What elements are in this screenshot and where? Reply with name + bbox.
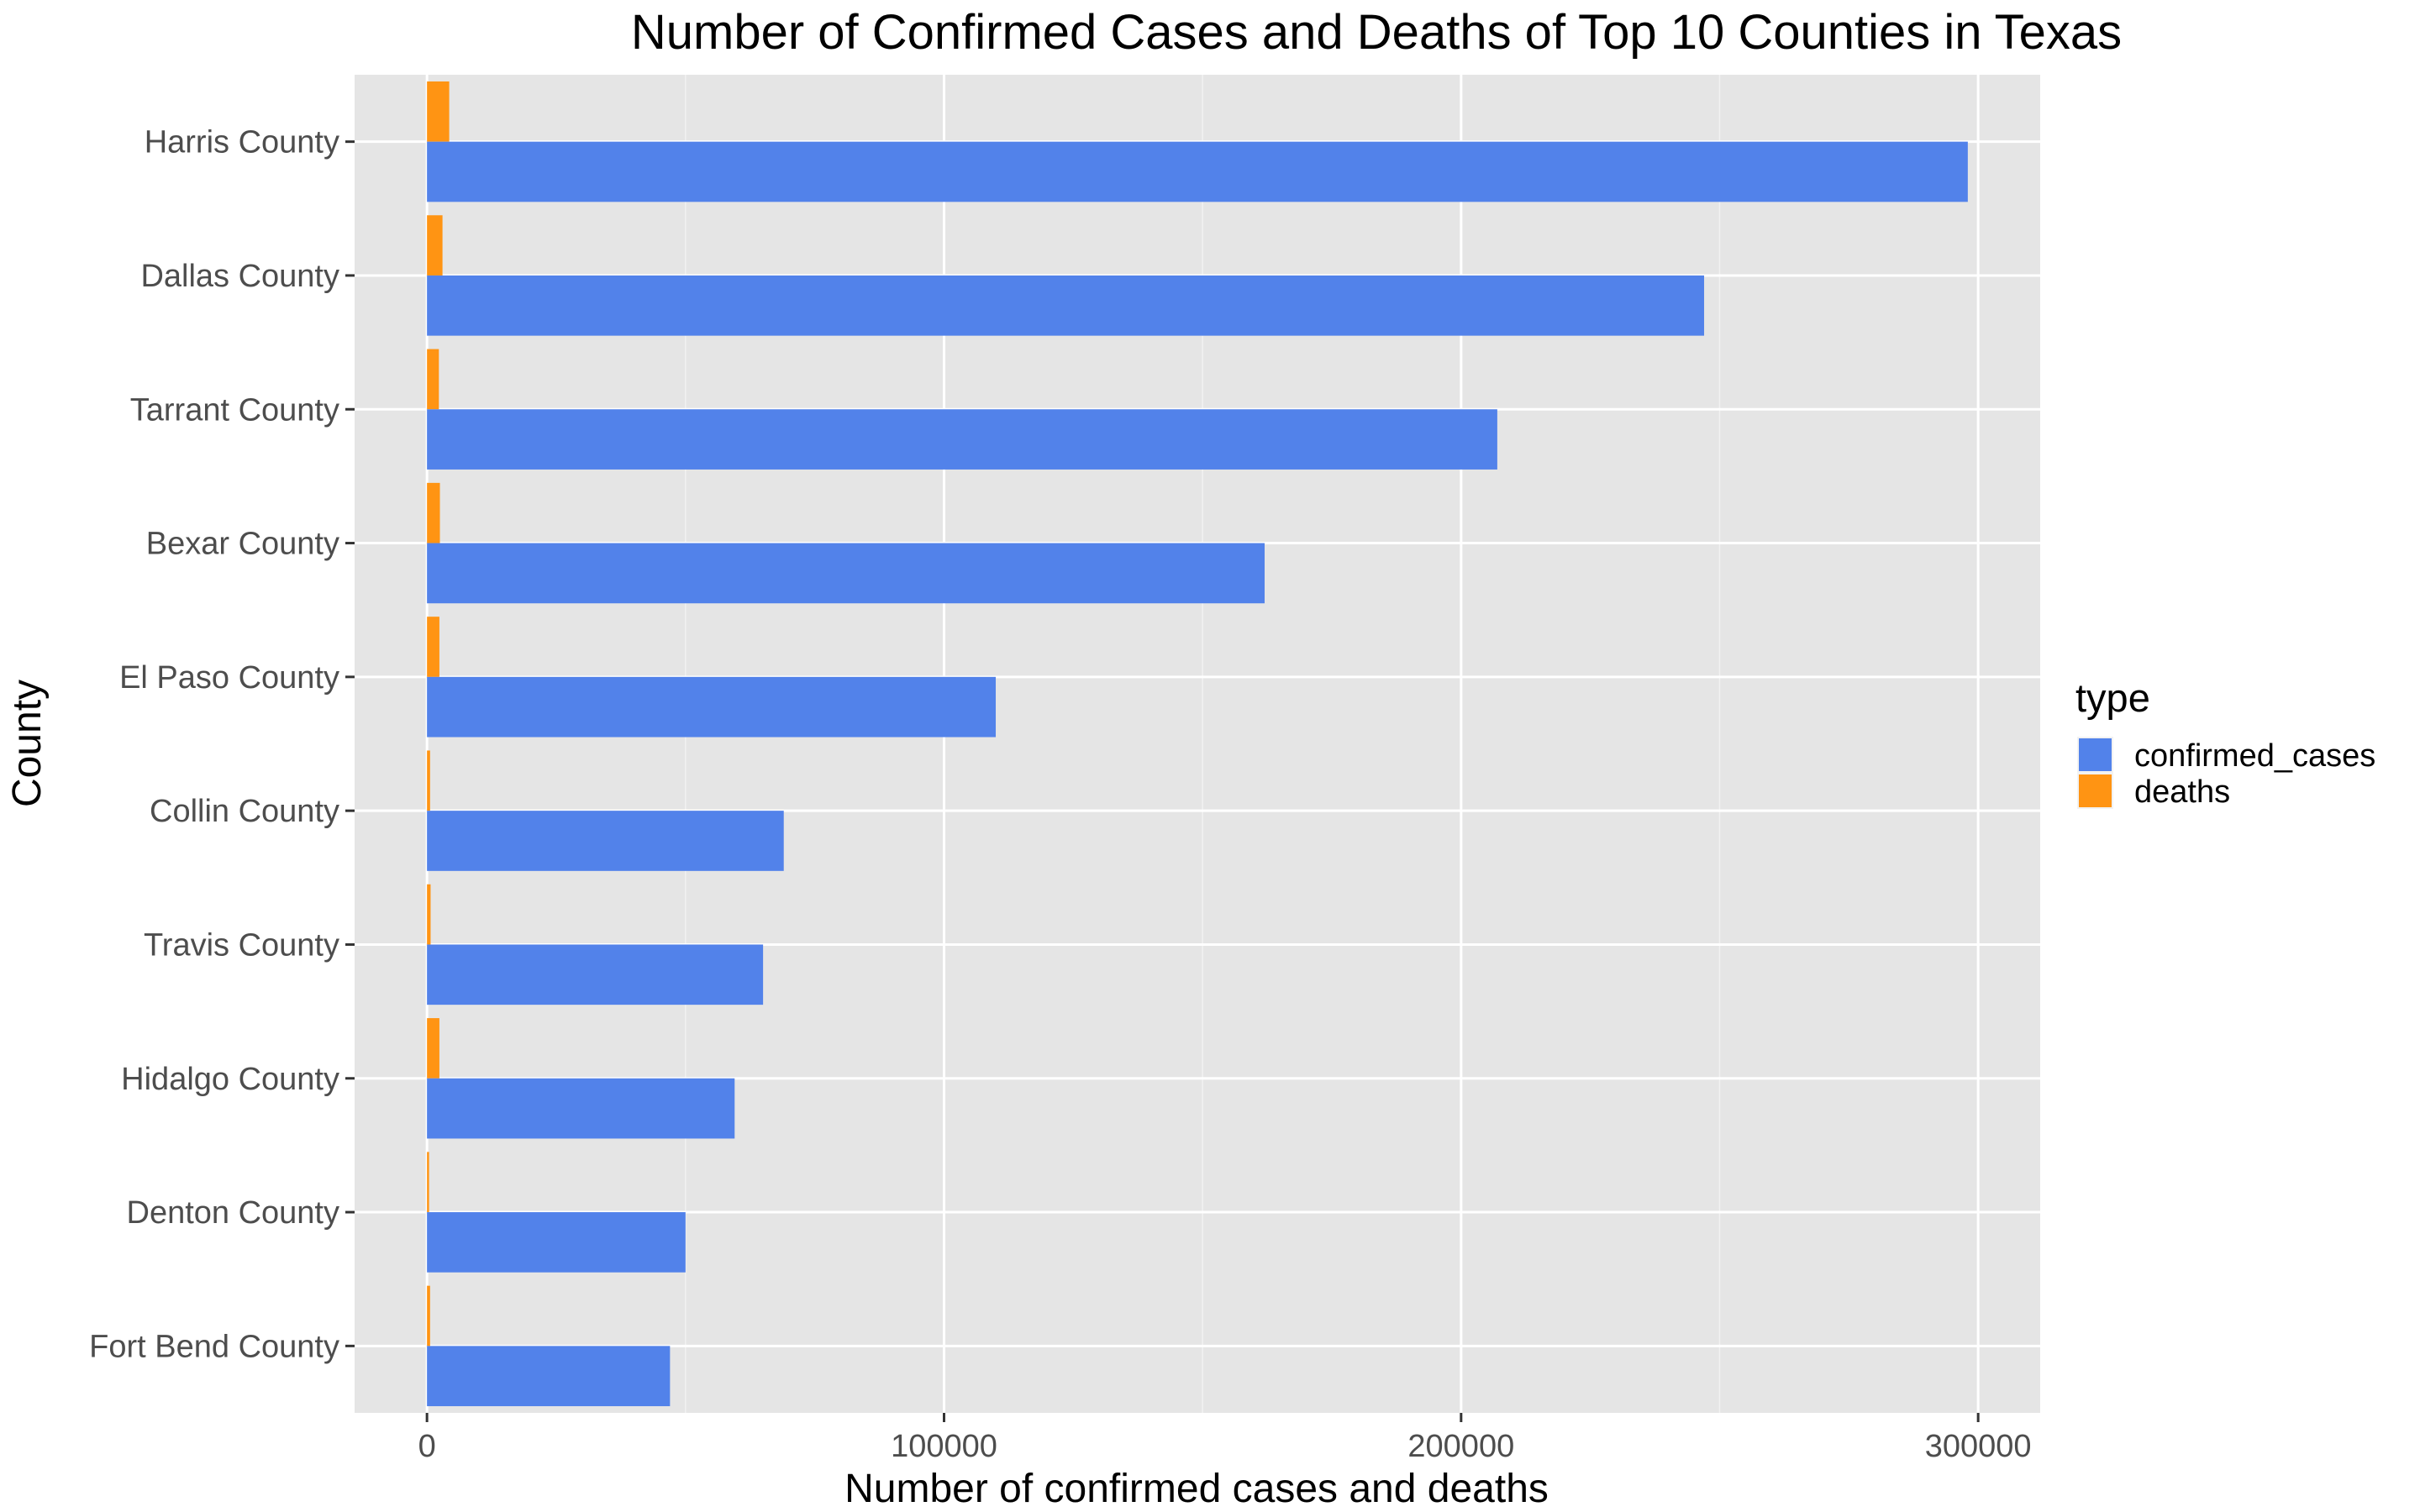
x-tick-label: 200000	[1407, 1429, 1514, 1464]
bar-deaths-travis-county	[427, 884, 431, 945]
bar-confirmed_cases-hidalgo-county	[427, 1078, 735, 1139]
bar-deaths-dallas-county	[427, 215, 443, 276]
bar-deaths-el-paso-county	[427, 617, 439, 677]
x-axis-title: Number of confirmed cases and deaths	[844, 1467, 1549, 1511]
bars	[427, 81, 1968, 1407]
y-axis: Harris County Dallas County Tarrant County…	[89, 125, 355, 1364]
legend-label-confirmed_cases: confirmed_cases	[2134, 738, 2375, 774]
y-tick-label: Tarrant County	[130, 392, 339, 428]
y-tick-label: Dallas County	[140, 259, 339, 294]
x-tick-label: 300000	[1925, 1429, 2032, 1464]
bar-confirmed_cases-tarrant-county	[427, 409, 1497, 470]
legend-label-deaths: deaths	[2134, 774, 2230, 810]
x-tick-label: 100000	[891, 1429, 997, 1464]
y-axis-title: County	[5, 680, 50, 807]
bar-confirmed_cases-travis-county	[427, 944, 764, 1005]
bar-confirmed_cases-denton-county	[427, 1212, 686, 1273]
y-tick-label: Collin County	[150, 794, 339, 829]
bar-deaths-fort-bend-county	[427, 1285, 430, 1347]
bar-deaths-harris-county	[427, 81, 450, 142]
bar-deaths-denton-county	[427, 1152, 429, 1213]
legend-swatch-deaths	[2079, 774, 2112, 807]
bar-deaths-bexar-county	[427, 482, 440, 543]
y-tick-label: El Paso County	[119, 660, 339, 696]
bar-confirmed_cases-collin-county	[427, 811, 784, 871]
y-tick-label: Denton County	[127, 1195, 340, 1231]
y-tick-label: Harris County	[145, 125, 339, 160]
x-tick-label: 0	[418, 1429, 436, 1464]
bar-confirmed_cases-el-paso-county	[427, 676, 997, 738]
bar-confirmed_cases-bexar-county	[427, 543, 1265, 604]
bar-confirmed_cases-fort-bend-county	[427, 1346, 671, 1407]
y-tick-label: Hidalgo County	[121, 1062, 339, 1097]
legend-title: type	[2075, 675, 2150, 720]
bar-deaths-hidalgo-county	[427, 1018, 439, 1079]
y-tick-label: Bexar County	[146, 527, 339, 562]
legend-swatch-confirmed_cases	[2079, 738, 2112, 771]
y-tick-label: Travis County	[144, 927, 339, 963]
y-tick-label: Fort Bend County	[89, 1329, 339, 1364]
bar-confirmed_cases-dallas-county	[427, 275, 1705, 336]
x-axis: 0 100000 200000 300000	[418, 1413, 2032, 1464]
bar-deaths-collin-county	[427, 750, 430, 811]
bar-confirmed_cases-harris-county	[427, 141, 1968, 202]
chart-title: Number of Confirmed Cases and Deaths of …	[631, 5, 2122, 60]
bar-deaths-tarrant-county	[427, 349, 439, 410]
